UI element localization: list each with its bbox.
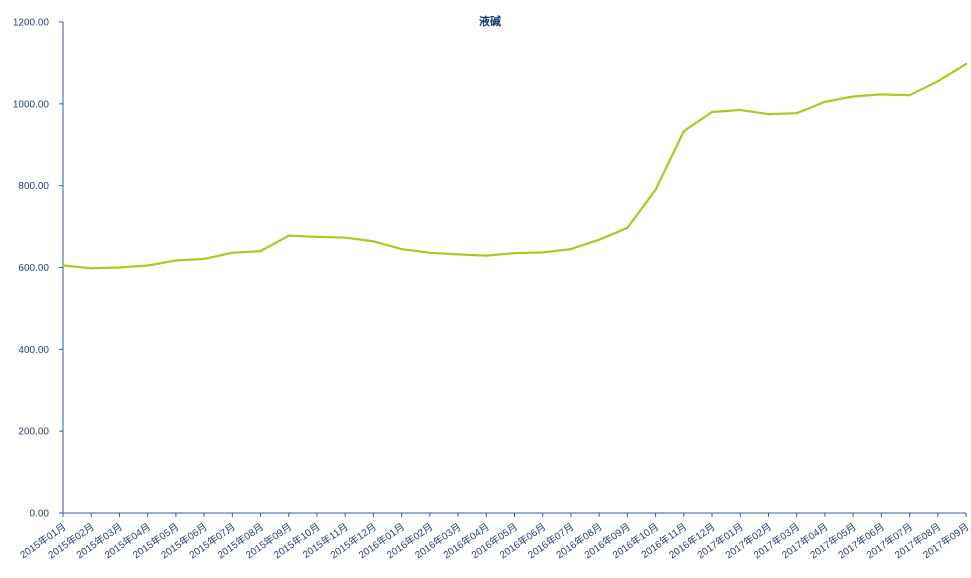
- data-point: [344, 236, 347, 239]
- data-point: [428, 251, 431, 254]
- data-point: [61, 264, 65, 267]
- data-point: [936, 80, 939, 83]
- y-tick-label: 1200.00: [13, 18, 50, 29]
- data-point: [90, 267, 93, 270]
- data-point: [682, 130, 685, 133]
- data-point: [852, 95, 855, 98]
- y-axis: 0.00 200.00 400.00 600.00 800.00 1000.00 1200.…: [13, 18, 64, 520]
- data-point: [513, 252, 516, 255]
- y-tick-label: 200.00: [18, 427, 49, 438]
- data-point: [146, 264, 149, 267]
- data-point: [598, 238, 601, 241]
- data-point: [400, 247, 403, 251]
- data-point: [118, 266, 121, 269]
- y-tick-label: 1000.00: [13, 99, 50, 110]
- data-point: [880, 93, 883, 96]
- data-point: [767, 112, 770, 116]
- data-point: [908, 94, 911, 97]
- series-group: [61, 62, 968, 270]
- data-point: [739, 108, 742, 112]
- data-point: [485, 254, 488, 257]
- y-tick-label: 800.00: [18, 181, 49, 192]
- data-point: [541, 251, 544, 254]
- data-point: [174, 259, 177, 262]
- y-tick-label: 600.00: [18, 263, 49, 274]
- data-point: [456, 253, 460, 256]
- data-point: [372, 240, 375, 243]
- data-point: [626, 226, 629, 229]
- data-point: [569, 247, 573, 251]
- x-axis: 2015年01月2015年02月2015年03月2015年04月2015年05月…: [17, 512, 971, 561]
- data-point: [964, 63, 968, 66]
- y-tick-label: 400.00: [18, 345, 49, 356]
- data-point: [315, 235, 319, 238]
- data-point: [710, 110, 714, 114]
- data-point: [231, 251, 234, 254]
- data-point: [654, 188, 657, 191]
- chart-title: 液碱: [479, 14, 501, 28]
- series-line: [61, 62, 968, 270]
- data-point: [287, 234, 290, 237]
- y-tick-label: 0.00: [30, 509, 50, 520]
- data-point: [259, 250, 262, 253]
- data-point: [795, 112, 798, 115]
- data-point: [202, 257, 206, 261]
- data-point: [823, 100, 827, 103]
